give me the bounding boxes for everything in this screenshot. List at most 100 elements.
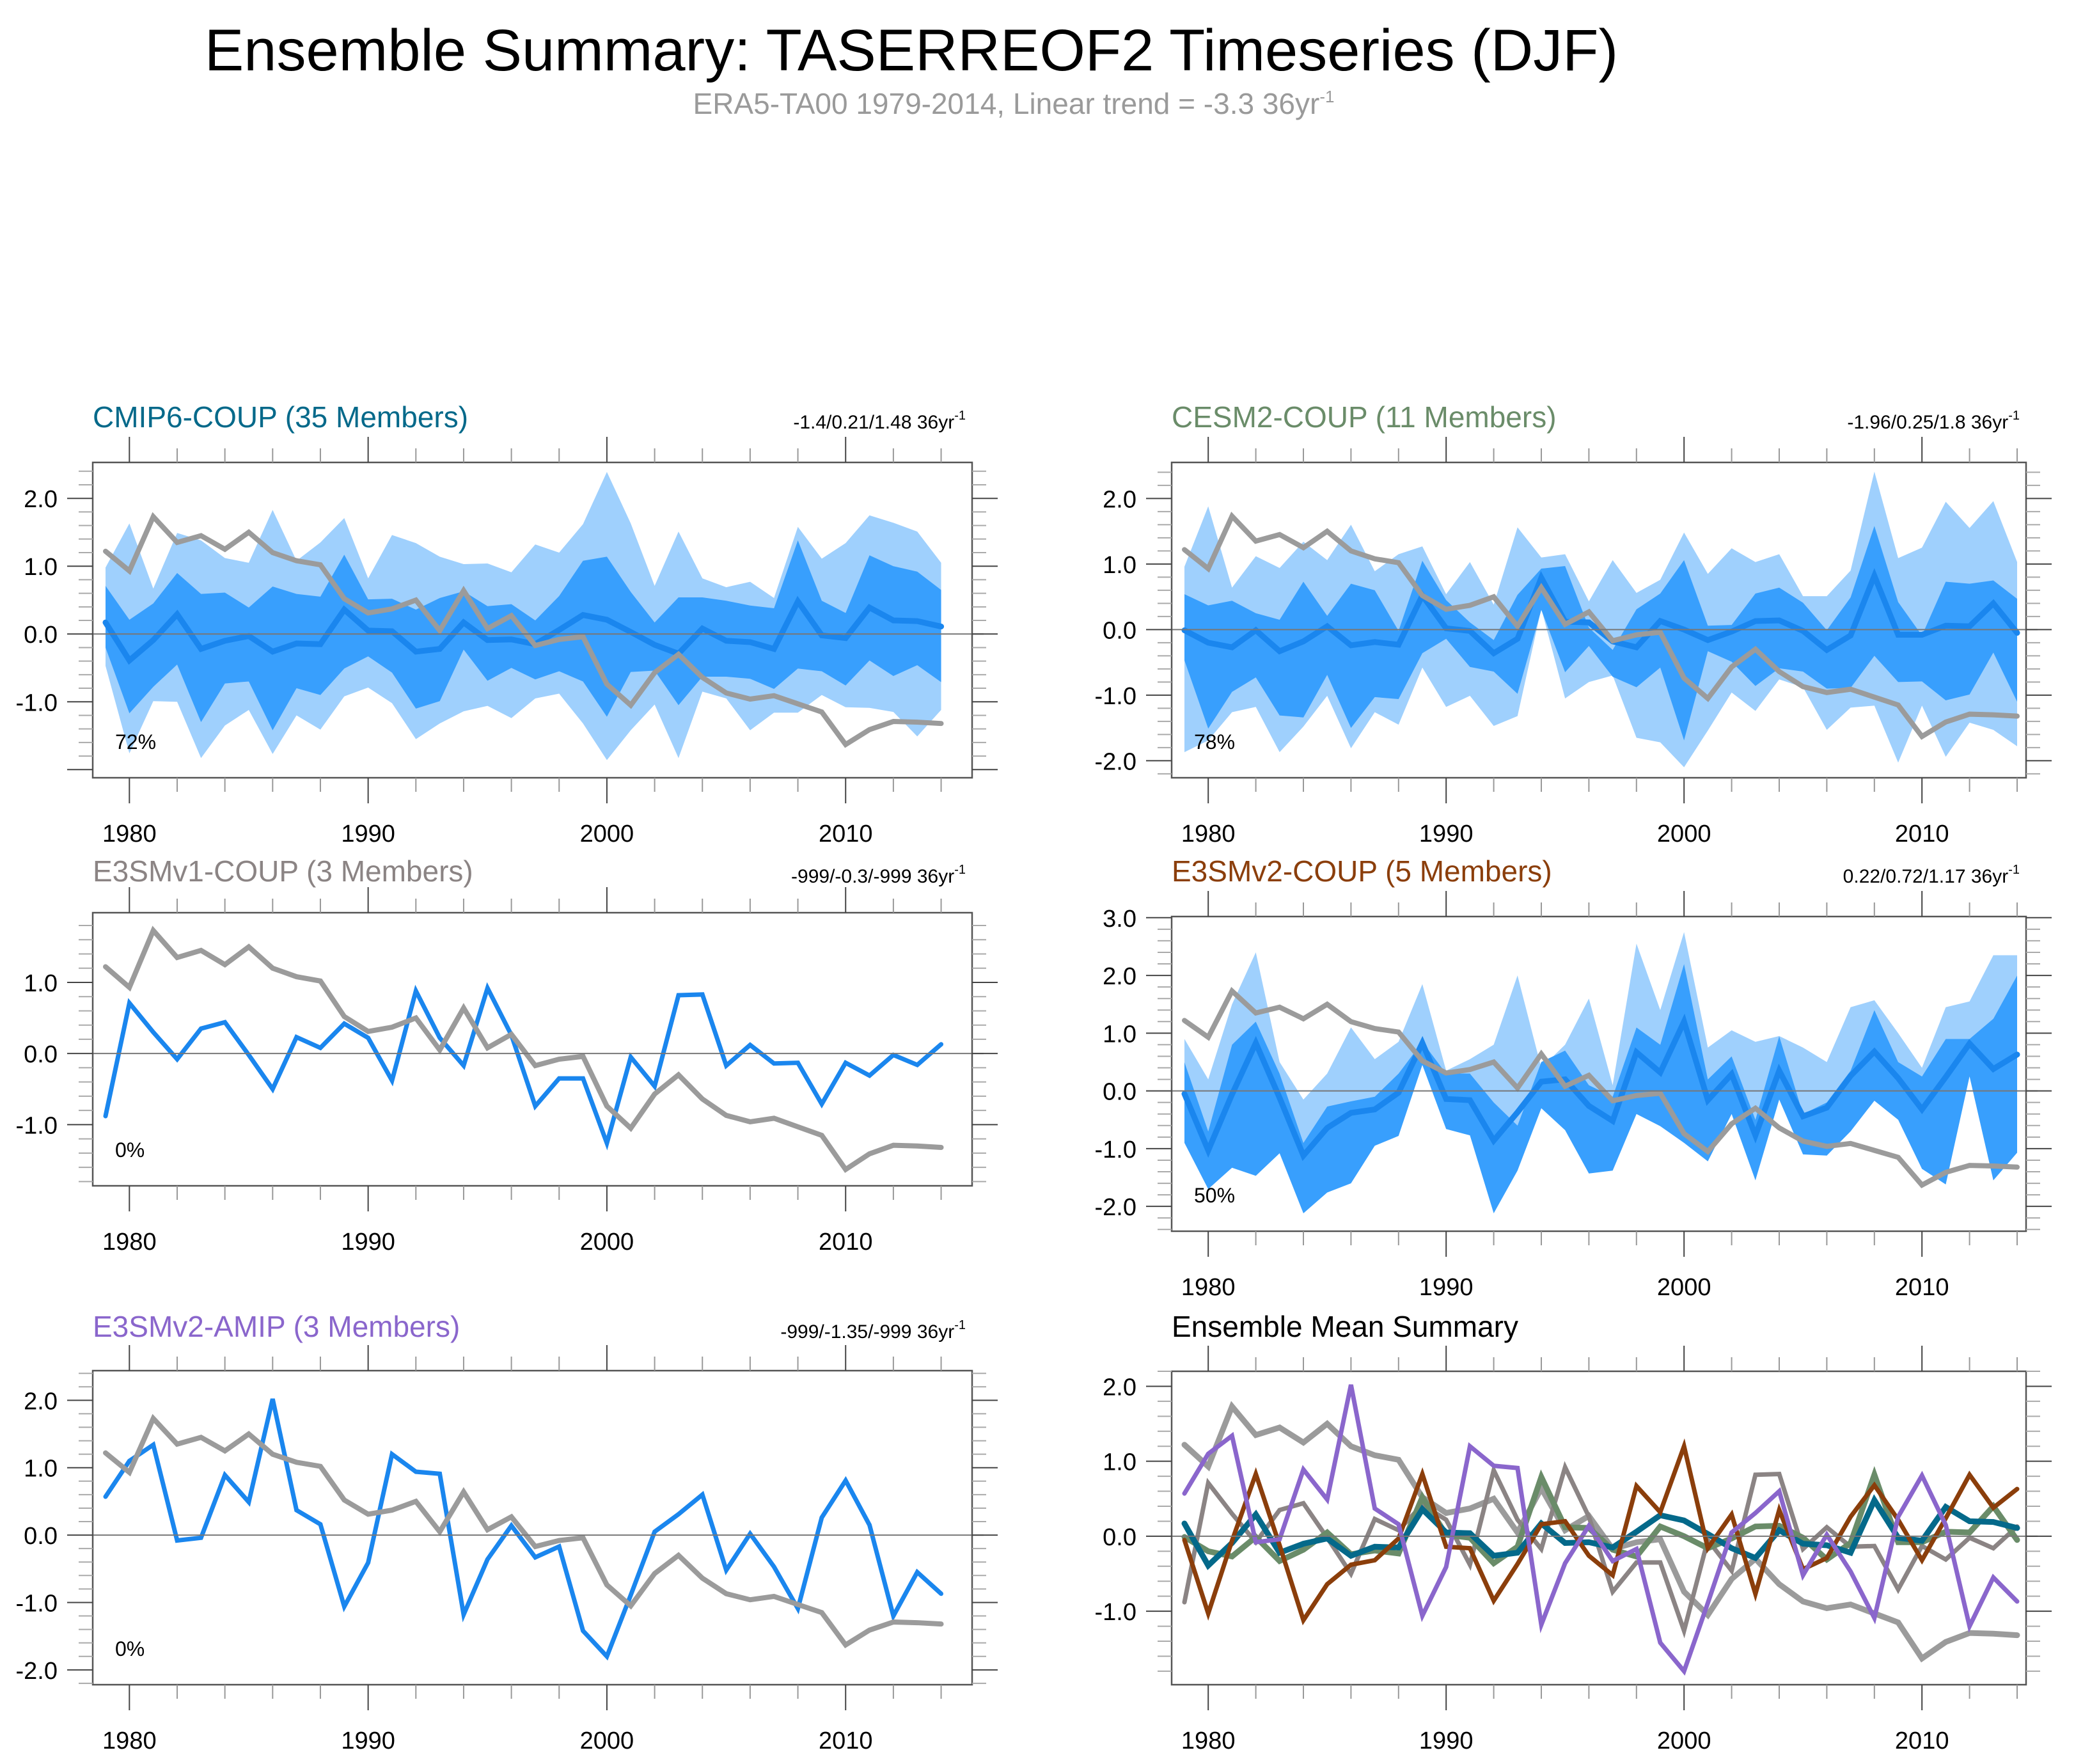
y-tick-label: 1.0 xyxy=(1103,552,1136,579)
series-line-e3smv2-amip xyxy=(1182,1384,2020,1676)
plot-frame xyxy=(91,911,973,1187)
inner-spread-band xyxy=(1184,526,2017,741)
x-tick-label: 1980 xyxy=(1181,1728,1236,1754)
y-tick-label: 0.0 xyxy=(24,1523,58,1550)
x-tick-label: 2010 xyxy=(1895,1274,1949,1301)
trend-label: -1.4/0.21/1.48 36yr-1 xyxy=(793,409,966,433)
percent-label: 78% xyxy=(1194,730,1235,753)
x-tick-label: 2000 xyxy=(580,821,634,847)
ensemble-mean-line xyxy=(1181,1013,2020,1162)
panel-e3smv2-amip: 1980 1990 2000 2010 2.0 1.0 0.0 -1.0 -2.0 E3SMv2-… xyxy=(16,1310,998,1754)
trend-text: -1.4/0.21/1.48 36yr xyxy=(793,412,954,433)
panel-title: CMIP6-COUP (35 Members) xyxy=(93,400,468,434)
y-tick-label: -2.0 xyxy=(1095,748,1136,775)
x-tick-label: 1990 xyxy=(341,821,395,847)
x-tick-label: 1990 xyxy=(1419,1274,1474,1301)
trend-superscript: -1 xyxy=(954,863,966,877)
trend-label: -999/-1.35/-999 36yr-1 xyxy=(780,1318,966,1343)
x-tick-label: 1980 xyxy=(1181,1274,1236,1301)
panel-title: E3SMv1-COUP (3 Members) xyxy=(93,854,473,888)
y-tick-label: 2.0 xyxy=(1103,963,1136,990)
plot-frame xyxy=(1170,1370,2027,1686)
x-tick-label: 1980 xyxy=(102,1728,157,1754)
ensemble-mean-line xyxy=(103,1398,944,1661)
trend-label: -1.96/0.25/1.8 36yr-1 xyxy=(1847,409,2020,433)
x-tick-label: 1990 xyxy=(1419,1728,1474,1754)
panel-title: E3SMv2-AMIP (3 Members) xyxy=(93,1310,460,1343)
x-tick-label: 1980 xyxy=(1181,821,1236,847)
plot-frame xyxy=(1170,461,2027,779)
y-tick-label: 0.0 xyxy=(1103,1079,1136,1106)
y-tick-label: 0.0 xyxy=(1103,1524,1136,1551)
plot-area xyxy=(103,925,944,1173)
y-tick-label: -1.0 xyxy=(16,689,58,716)
x-tick-label: 2000 xyxy=(580,1229,634,1256)
era5-obs-line xyxy=(1182,986,2020,1188)
plot-area xyxy=(102,471,945,760)
x-tick-label: 2010 xyxy=(819,1728,873,1754)
y-tick-label: 0.0 xyxy=(24,1041,58,1068)
y-tick-label: 1.0 xyxy=(1103,1021,1136,1048)
y-tick-label: 1.0 xyxy=(24,1456,58,1483)
inner-spread-band xyxy=(1184,964,2017,1214)
panel-title: E3SMv2-COUP (5 Members) xyxy=(1172,854,1552,888)
x-tick-label: 1980 xyxy=(102,821,157,847)
subtitle-text: ERA5-TA00 1979-2014, Linear trend = -3.3… xyxy=(693,87,1320,120)
plot-area xyxy=(1181,1384,2020,1676)
era5-obs-line xyxy=(103,512,944,748)
series-line-cesm2-coup xyxy=(1181,1466,2020,1568)
percent-label: 0% xyxy=(115,1138,145,1162)
y-tick-label: 0.0 xyxy=(1103,617,1136,644)
y-tick-label: 2.0 xyxy=(1103,486,1136,513)
era5-obs-line xyxy=(1182,512,2020,740)
trend-label: -999/-0.3/-999 36yr-1 xyxy=(791,863,966,887)
y-tick-label: 2.0 xyxy=(24,486,58,513)
y-tick-label: 1.0 xyxy=(24,970,58,997)
panel-e3smv1-coup: 1980 1990 2000 2010 1.0 0.0 -1.0 E3SMv1-COUP (3… xyxy=(16,854,998,1256)
trend-text: 0.22/0.72/1.17 36yr xyxy=(1843,866,2009,887)
era5-obs-line xyxy=(103,1414,944,1649)
panel-title: CESM2-COUP (11 Members) xyxy=(1172,400,1557,434)
plot-area xyxy=(1181,471,2020,768)
series-line-era5-ta00 xyxy=(1181,1401,2020,1663)
x-tick-label: 2000 xyxy=(1657,1274,1711,1301)
percent-label: 72% xyxy=(115,730,156,753)
subtitle-superscript: -1 xyxy=(1319,87,1334,106)
trend-superscript: -1 xyxy=(954,1318,966,1332)
panel-cesm2-coup: 1980 1990 2000 2010 2.0 1.0 0.0 -1.0 -2.0 CESM2-C… xyxy=(1095,400,2052,847)
trend-text: -999/-0.3/-999 36yr xyxy=(791,866,954,887)
plot-area xyxy=(1181,932,2020,1214)
plot-frame xyxy=(1170,915,2027,1232)
trend-superscript: -1 xyxy=(954,409,966,423)
x-tick-label: 1990 xyxy=(341,1229,395,1256)
trend-superscript: -1 xyxy=(2008,863,2020,877)
ensemble-mean-line xyxy=(1181,568,2020,657)
trend-text: -1.96/0.25/1.8 36yr xyxy=(1847,412,2008,433)
y-tick-label: 1.0 xyxy=(24,554,58,581)
y-tick-label: -2.0 xyxy=(16,1658,58,1685)
trend-text: -999/-1.35/-999 36yr xyxy=(780,1321,954,1343)
x-tick-label: 1990 xyxy=(341,1728,395,1754)
y-tick-label: 1.0 xyxy=(1103,1449,1136,1476)
y-tick-label: 2.0 xyxy=(24,1388,58,1415)
x-tick-label: 2000 xyxy=(1657,1728,1711,1754)
series-line-e3smv2-coup xyxy=(1182,1438,2020,1626)
y-tick-label: -1.0 xyxy=(1095,683,1136,710)
x-tick-label: 2010 xyxy=(819,1229,873,1256)
percent-label: 50% xyxy=(1194,1184,1235,1207)
trend-superscript: -1 xyxy=(2008,409,2020,423)
x-tick-label: 2010 xyxy=(1895,821,1949,847)
y-tick-label: 3.0 xyxy=(1103,906,1136,933)
y-tick-label: -2.0 xyxy=(1095,1194,1136,1221)
x-tick-label: 2010 xyxy=(819,821,873,847)
panel-cmip6-coup: 1980 1990 2000 2010 2.0 1.0 0.0 -1.0 CMIP6-COUP … xyxy=(16,400,998,847)
era5-obs-line xyxy=(103,925,944,1173)
subtitle: ERA5-TA00 1979-2014, Linear trend = -3.3… xyxy=(693,87,1335,120)
y-tick-label: -1.0 xyxy=(1095,1599,1136,1626)
panel-title: Ensemble Mean Summary xyxy=(1172,1310,1518,1343)
panel-e3smv2-coup: 1980 1990 2000 2010 3.0 2.0 1.0 0.0 -1.0 -2.0 E3SM… xyxy=(1095,854,2052,1301)
y-tick-label: 0.0 xyxy=(24,622,58,649)
x-tick-label: 1990 xyxy=(1419,821,1474,847)
plot-area xyxy=(103,1398,944,1661)
